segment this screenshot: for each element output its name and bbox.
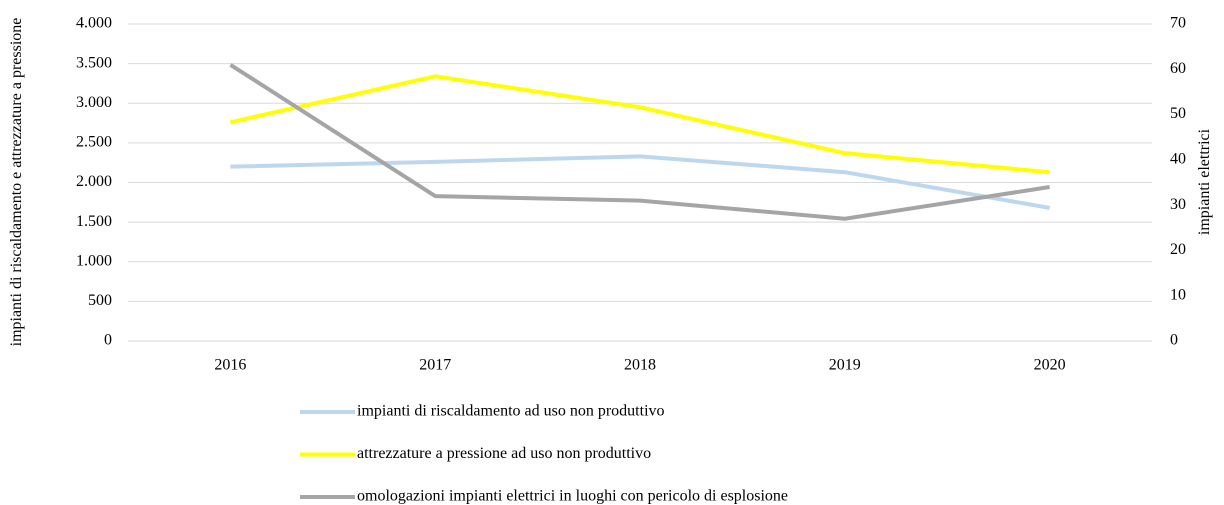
x-tick-label: 2018 [624,357,656,374]
y2-axis-title: impianti elettrici [1196,128,1213,236]
y-tick-label: 3.000 [76,94,112,111]
y-tick-label: 2.000 [76,173,112,190]
y2-tick-label: 70 [1170,15,1186,32]
y-tick-label: 3.500 [76,54,112,71]
x-tick-label: 2020 [1034,357,1066,374]
y-tick-label: 500 [88,292,112,309]
x-tick-label: 2017 [419,357,451,374]
y2-tick-label: 20 [1170,241,1186,258]
x-tick-label: 2016 [214,357,246,374]
y-tick-label: 0 [104,332,112,349]
series-line [230,154,1050,210]
y2-tick-label: 0 [1170,332,1178,349]
series-line [229,63,1050,221]
y2-tick-label: 30 [1170,196,1186,213]
series-line [229,74,1050,175]
y2-tick-label: 60 [1170,60,1186,77]
y2-tick-label: 10 [1170,286,1186,303]
legend-label: omologazioni impianti elettrici in luogh… [357,488,788,505]
y-tick-label: 2.500 [76,134,112,151]
y-tick-label: 4.000 [76,15,112,32]
y-tick-label: 1.000 [76,252,112,269]
y2-tick-label: 40 [1170,151,1186,168]
legend-label: attrezzature a pressione ad uso non prod… [357,445,651,462]
y-tick-label: 1.500 [76,213,112,230]
y2-tick-label: 50 [1170,105,1186,122]
x-tick-label: 2019 [829,357,861,374]
legend-label: impianti di riscaldamento ad uso non pro… [357,403,665,420]
y-axis-title: impianti di riscaldamento e attrezzature… [8,17,25,347]
